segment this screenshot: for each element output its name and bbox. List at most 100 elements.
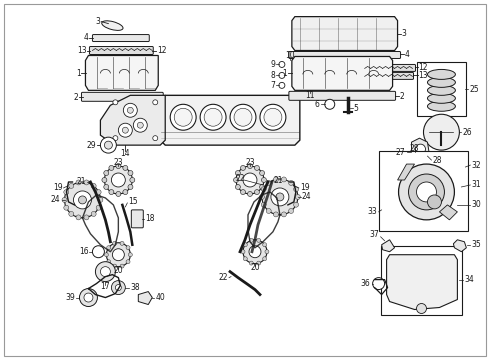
- Circle shape: [409, 174, 444, 210]
- Circle shape: [289, 180, 294, 185]
- Circle shape: [76, 180, 81, 185]
- Circle shape: [69, 183, 74, 188]
- Polygon shape: [100, 95, 165, 145]
- Circle shape: [91, 211, 96, 216]
- Circle shape: [266, 180, 271, 185]
- Circle shape: [104, 141, 112, 149]
- Polygon shape: [397, 164, 415, 180]
- Circle shape: [279, 82, 285, 88]
- Circle shape: [372, 278, 385, 289]
- Circle shape: [257, 261, 261, 265]
- Circle shape: [234, 108, 252, 126]
- Circle shape: [111, 280, 125, 294]
- Text: 29: 29: [87, 141, 97, 150]
- Text: 35: 35: [471, 240, 481, 249]
- Text: 14: 14: [121, 149, 130, 158]
- Circle shape: [137, 122, 143, 128]
- Polygon shape: [412, 138, 429, 160]
- Circle shape: [264, 108, 282, 126]
- Circle shape: [325, 99, 335, 109]
- Circle shape: [102, 177, 107, 183]
- Circle shape: [230, 104, 256, 130]
- Circle shape: [281, 177, 286, 182]
- Circle shape: [247, 192, 252, 197]
- Circle shape: [116, 192, 121, 197]
- Text: 24: 24: [302, 193, 312, 202]
- Text: 16: 16: [79, 247, 89, 256]
- Circle shape: [113, 241, 117, 245]
- Circle shape: [235, 184, 241, 189]
- Circle shape: [263, 243, 267, 247]
- Text: 12: 12: [157, 46, 167, 55]
- Polygon shape: [138, 292, 152, 305]
- Circle shape: [123, 190, 128, 194]
- Text: 11: 11: [305, 91, 315, 100]
- Circle shape: [276, 193, 284, 201]
- Circle shape: [279, 72, 285, 78]
- Circle shape: [111, 173, 125, 187]
- Circle shape: [254, 190, 260, 194]
- Circle shape: [104, 253, 108, 257]
- Circle shape: [249, 261, 253, 265]
- Circle shape: [78, 196, 86, 204]
- Circle shape: [263, 257, 267, 261]
- Text: 19: 19: [53, 184, 63, 193]
- Polygon shape: [292, 17, 397, 50]
- FancyBboxPatch shape: [379, 151, 468, 231]
- Text: 28: 28: [410, 144, 419, 153]
- Circle shape: [96, 190, 101, 195]
- Circle shape: [273, 177, 278, 182]
- Text: 30: 30: [471, 201, 481, 210]
- Text: 33: 33: [368, 207, 378, 216]
- Circle shape: [243, 173, 257, 187]
- FancyBboxPatch shape: [416, 62, 466, 116]
- Circle shape: [260, 184, 265, 189]
- Circle shape: [120, 241, 124, 245]
- Text: 3: 3: [401, 29, 406, 38]
- Circle shape: [119, 123, 132, 137]
- Circle shape: [106, 243, 130, 267]
- Circle shape: [254, 166, 260, 170]
- Ellipse shape: [427, 85, 455, 95]
- Circle shape: [279, 62, 285, 67]
- Circle shape: [104, 171, 109, 176]
- Circle shape: [257, 238, 261, 242]
- Text: 25: 25: [469, 85, 479, 94]
- Circle shape: [416, 182, 437, 202]
- Circle shape: [398, 164, 454, 220]
- Circle shape: [243, 240, 267, 264]
- Circle shape: [262, 177, 267, 183]
- Circle shape: [128, 253, 132, 257]
- Circle shape: [289, 208, 294, 213]
- Circle shape: [69, 211, 74, 216]
- Text: 17: 17: [100, 282, 110, 291]
- Circle shape: [122, 127, 128, 133]
- Circle shape: [236, 166, 264, 194]
- Circle shape: [423, 114, 460, 150]
- Circle shape: [109, 190, 114, 194]
- Circle shape: [249, 246, 261, 258]
- Text: 4: 4: [84, 33, 89, 42]
- Circle shape: [100, 267, 110, 276]
- Circle shape: [123, 166, 128, 170]
- Text: 13: 13: [418, 71, 428, 80]
- Circle shape: [65, 182, 100, 218]
- Text: 20: 20: [114, 266, 123, 275]
- Text: 31: 31: [471, 180, 481, 189]
- Text: 7: 7: [270, 81, 275, 90]
- FancyBboxPatch shape: [4, 4, 486, 356]
- Circle shape: [116, 163, 121, 168]
- Text: 3: 3: [96, 17, 100, 26]
- Text: 22: 22: [235, 174, 245, 183]
- Circle shape: [93, 246, 104, 258]
- Circle shape: [241, 250, 245, 254]
- Circle shape: [64, 190, 69, 195]
- Circle shape: [115, 285, 122, 291]
- Text: 38: 38: [130, 283, 140, 292]
- Text: 36: 36: [361, 279, 370, 288]
- FancyBboxPatch shape: [289, 51, 400, 58]
- Circle shape: [273, 212, 278, 217]
- Text: 37: 37: [370, 230, 380, 239]
- FancyBboxPatch shape: [81, 92, 163, 101]
- Circle shape: [127, 107, 133, 113]
